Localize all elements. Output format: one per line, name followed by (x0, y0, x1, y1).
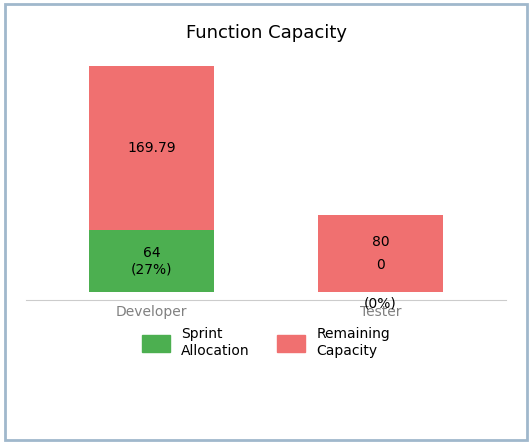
Legend: Sprint
Allocation, Remaining
Capacity: Sprint Allocation, Remaining Capacity (128, 313, 404, 372)
Bar (318, 215, 443, 292)
Bar (89, 230, 214, 292)
Text: 64
(27%): 64 (27%) (131, 246, 172, 276)
Text: 80: 80 (372, 235, 389, 249)
Title: Function Capacity: Function Capacity (186, 24, 346, 42)
Text: 0: 0 (376, 258, 385, 272)
Bar (89, 66, 214, 230)
Text: 169.79: 169.79 (127, 141, 176, 155)
Text: (0%): (0%) (364, 296, 397, 310)
